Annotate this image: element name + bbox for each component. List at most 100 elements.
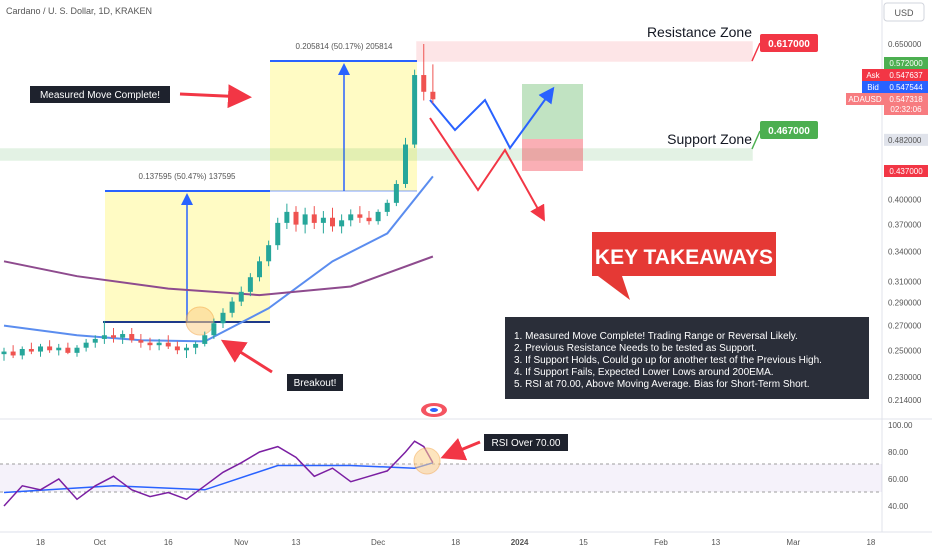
time-tick-label: Mar — [786, 538, 800, 547]
candle-body — [275, 222, 281, 246]
time-axis[interactable]: 18 Oct 16 Nov 13 Dec 18 2024 15 Feb 13 Mar 18 — [36, 538, 876, 547]
candle — [156, 338, 162, 351]
key-takeaways-tail — [598, 276, 630, 300]
candle — [1, 347, 7, 361]
ema-200-line — [3, 255, 434, 297]
price-axis[interactable]: 0.650000 0.482000 0.400000 0.370000 0.340000… — [884, 40, 928, 405]
time-tick-label: Nov — [234, 538, 248, 547]
last-price-badge — [884, 93, 928, 115]
price-tick-label: 0.270000 — [888, 322, 922, 331]
candle-body — [184, 347, 189, 351]
candle-body — [47, 346, 53, 351]
candle-body — [238, 291, 244, 302]
bid-tag — [862, 81, 884, 93]
price-high-label: 0.572000 — [889, 59, 923, 68]
time-tick-label: Feb — [654, 538, 668, 547]
candle-body — [266, 245, 272, 262]
bullish-scenario-path — [429, 86, 555, 150]
resistance-price-label: 0.617000 — [768, 39, 810, 50]
candle — [366, 211, 372, 225]
candle — [193, 341, 199, 355]
candle-body — [412, 75, 418, 145]
price-tick-label: 0.250000 — [888, 346, 922, 355]
candle-body — [366, 217, 372, 222]
candle-body — [357, 214, 363, 218]
candle-layer — [1, 44, 436, 361]
candle-body — [302, 214, 308, 225]
symbol-tag-label: ADAUSD — [848, 95, 882, 104]
candle-body — [403, 144, 408, 184]
support-zone-box — [0, 148, 753, 161]
breakout-arrow — [220, 339, 273, 374]
bid-price-badge — [884, 81, 928, 93]
ema-fast-line — [3, 175, 434, 343]
takeaway-item: 1. Measured Move Complete! Trading Range… — [514, 331, 798, 342]
candle — [28, 342, 34, 355]
candle — [129, 327, 135, 343]
currency-button[interactable] — [883, 2, 925, 22]
measure-upper-label: 0.205814 (50.17%) 205814 — [296, 42, 394, 51]
candle — [275, 217, 281, 250]
candle-body — [384, 202, 390, 212]
rsi-ma-line — [3, 462, 434, 494]
candle-body — [348, 214, 354, 221]
support-zone-label: Support Zone — [667, 131, 752, 147]
candle-body — [430, 91, 436, 100]
candle — [10, 345, 16, 359]
bid-price: 0.547544 — [889, 83, 923, 92]
price-tick-label: 0.482000 — [888, 136, 922, 145]
candle — [147, 337, 153, 351]
resistance-price-badge — [760, 34, 818, 52]
time-tick-label: 15 — [579, 538, 588, 547]
candle-body — [293, 211, 299, 225]
exchange-logo — [421, 403, 447, 417]
candle — [247, 273, 253, 297]
candle-body — [74, 347, 80, 353]
candle — [101, 320, 107, 344]
resistance-zone-label: Resistance Zone — [647, 24, 752, 40]
candle-body — [156, 342, 162, 346]
candle — [238, 286, 244, 307]
candle — [311, 206, 317, 229]
candle — [165, 335, 171, 349]
measured-move-label: Measured Move Complete! — [40, 90, 160, 101]
candle — [421, 44, 427, 101]
candle — [19, 346, 25, 360]
candle — [138, 334, 144, 348]
measured-move-arrow — [179, 84, 252, 109]
candle-body — [193, 343, 199, 348]
candle-body — [10, 351, 16, 356]
candle — [83, 338, 89, 352]
candle — [257, 256, 262, 282]
time-tick-label: Oct — [94, 538, 107, 547]
candle — [412, 69, 418, 148]
time-tick-label: 18 — [866, 538, 875, 547]
candle-body — [330, 217, 335, 227]
candle-body — [202, 335, 208, 344]
candle — [220, 308, 226, 328]
candle — [184, 343, 189, 359]
symbol-title: Cardano / U. S. Dollar, 1D, KRAKEN — [6, 6, 152, 16]
candle — [393, 180, 399, 207]
time-tick-label: 13 — [292, 538, 301, 547]
candle-body — [28, 348, 34, 352]
long-stop-box — [522, 139, 583, 171]
breakout-label: Breakout! — [294, 378, 337, 389]
low-marker-badge — [884, 165, 928, 177]
rsi-layer — [3, 440, 434, 507]
candle-body — [38, 346, 43, 352]
candle — [339, 214, 345, 234]
rsi-highlight — [413, 447, 441, 475]
candle — [174, 341, 180, 355]
candle — [357, 206, 363, 223]
candle-body — [129, 334, 135, 341]
candle-body — [120, 334, 126, 338]
candle — [92, 335, 98, 348]
candle-body — [147, 342, 153, 346]
candle-body — [111, 335, 116, 338]
time-tick-label: 13 — [711, 538, 720, 547]
candle-body — [174, 346, 180, 351]
candle-body — [101, 335, 107, 339]
candle — [348, 209, 354, 227]
